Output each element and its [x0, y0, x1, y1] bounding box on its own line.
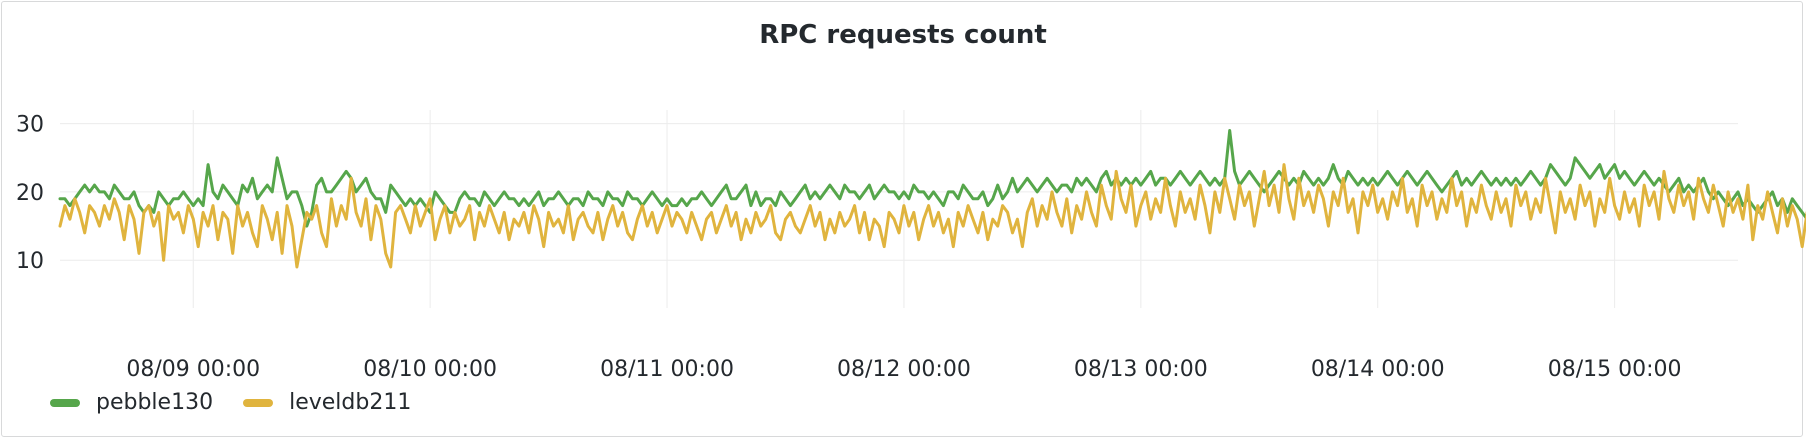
legend-swatch-pebble130	[50, 398, 80, 407]
legend-label: leveldb211	[289, 390, 412, 415]
x-tick-label: 08/11 00:00	[600, 357, 734, 382]
series-lines	[58, 129, 1806, 269]
y-tick-label: 20	[16, 181, 44, 206]
legend: pebble130 leveldb211	[50, 390, 411, 415]
y-tick-label: 10	[16, 249, 44, 274]
y-axis-ticks: 10 20 30	[16, 113, 44, 275]
x-tick-label: 08/12 00:00	[837, 357, 971, 382]
x-axis-ticks: 08/09 00:00 08/10 00:00 08/11 00:00 08/12 0…	[126, 357, 1681, 382]
y-tick-label: 30	[16, 113, 44, 138]
legend-item-pebble130[interactable]: pebble130	[50, 390, 213, 415]
x-tick-label: 08/14 00:00	[1311, 357, 1445, 382]
x-tick-label: 08/13 00:00	[1074, 357, 1208, 382]
chart-title: RPC requests count	[759, 20, 1047, 50]
legend-swatch-leveldb211	[243, 398, 274, 407]
series-line-pebble130	[58, 129, 1806, 228]
x-tick-label: 08/10 00:00	[363, 357, 497, 382]
legend-item-leveldb211[interactable]: leveldb211	[243, 390, 411, 415]
legend-label: pebble130	[96, 390, 214, 415]
x-tick-label: 08/15 00:00	[1548, 357, 1682, 382]
series-line-leveldb211	[58, 163, 1806, 269]
x-tick-label: 08/09 00:00	[126, 357, 260, 382]
